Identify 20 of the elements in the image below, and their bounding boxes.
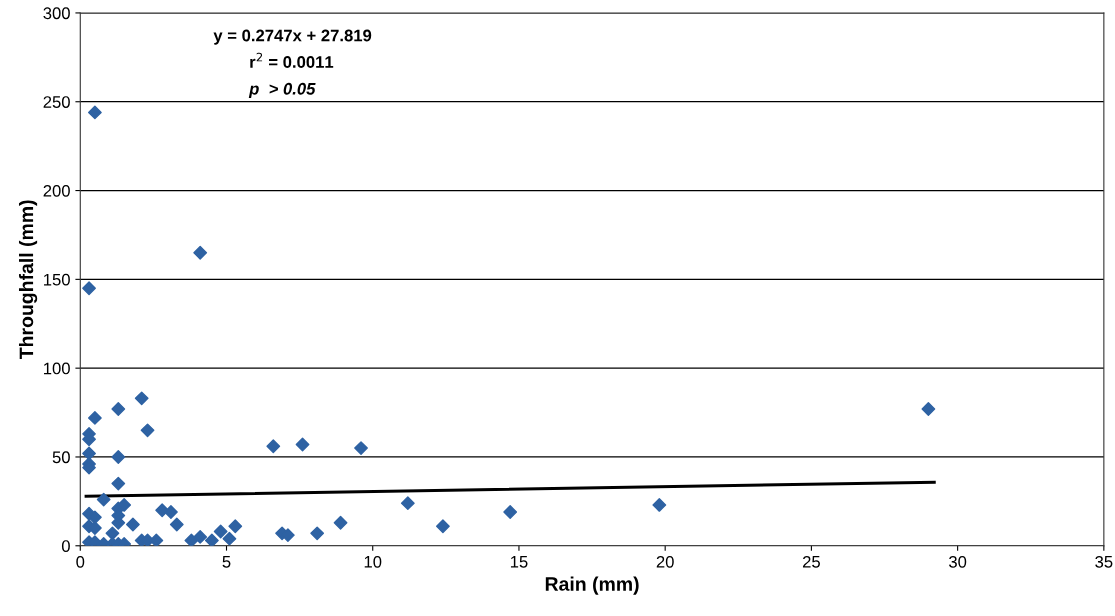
x-tick-label: 15 bbox=[510, 556, 528, 568]
x-tick-label: 35 bbox=[1095, 555, 1113, 568]
y-tick-label: 50 bbox=[52, 451, 70, 464]
x-tick-label: 0 bbox=[76, 555, 85, 568]
y-tick-label: 100 bbox=[44, 362, 70, 375]
y-tick-label: 200 bbox=[43, 184, 70, 197]
y-axis-title: Throughfall (mm) bbox=[18, 200, 38, 360]
x-tick-label: 25 bbox=[802, 555, 820, 568]
x-axis-title: Rain (mm) bbox=[545, 576, 639, 595]
y-tick-label: 0 bbox=[61, 540, 70, 552]
annotation: r$^{2}$ = 0.0011 bbox=[250, 52, 334, 68]
x-tick-label: 10 bbox=[364, 555, 382, 568]
x-tick-label: 30 bbox=[948, 555, 967, 568]
x-tick-label: 5 bbox=[222, 556, 231, 568]
annotation: y = 0.2747x + 27.819 bbox=[213, 29, 372, 45]
y-tick-label: 250 bbox=[43, 96, 70, 108]
y-tick-label: 300 bbox=[43, 7, 70, 20]
y-tick-label: 150 bbox=[44, 273, 70, 286]
x-tick-label: 20 bbox=[656, 555, 674, 568]
annotation: p > 0.05 bbox=[248, 82, 316, 98]
